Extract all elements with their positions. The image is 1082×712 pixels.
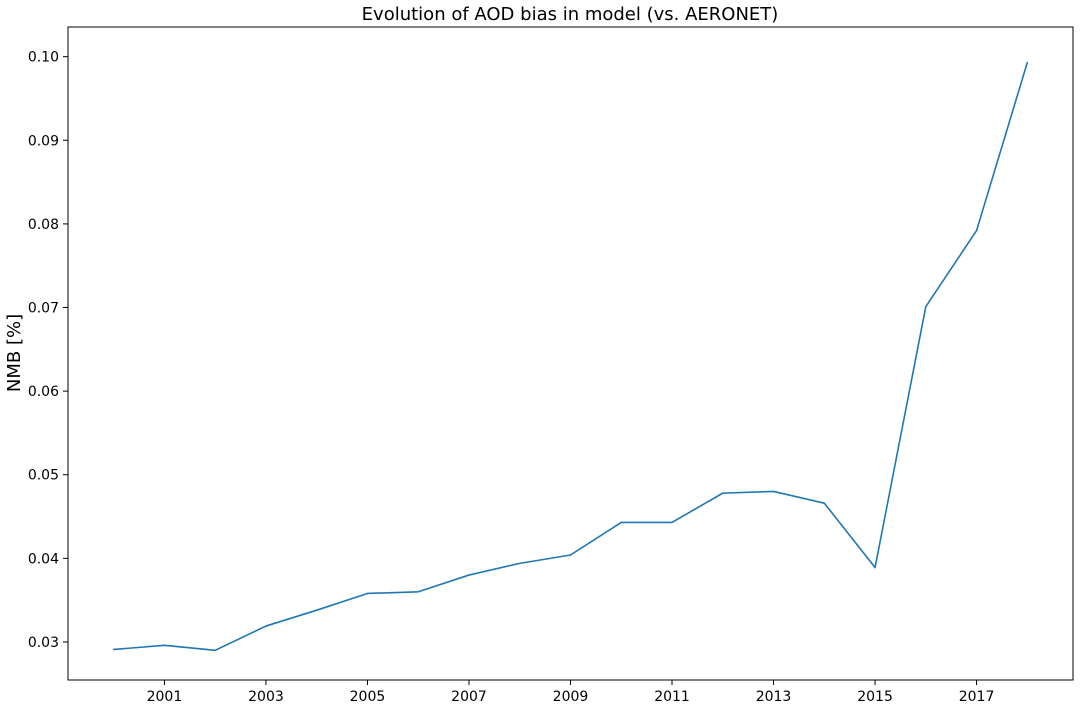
x-tick-label: 2007 bbox=[451, 689, 487, 705]
x-tick-label: 2015 bbox=[857, 689, 893, 705]
data-point bbox=[417, 590, 420, 593]
data-point bbox=[721, 492, 724, 494]
y-tick-label: 0.07 bbox=[28, 301, 59, 317]
x-tick-label: 2017 bbox=[959, 689, 995, 705]
data-point bbox=[163, 644, 166, 647]
y-tick-label: 0.08 bbox=[28, 217, 59, 233]
x-tick-label: 2011 bbox=[654, 689, 690, 705]
x-tick-label: 2009 bbox=[553, 689, 589, 705]
data-point bbox=[620, 521, 623, 524]
y-tick-label: 0.09 bbox=[28, 133, 59, 149]
y-tick-label: 0.04 bbox=[28, 551, 59, 567]
y-tick-label: 0.06 bbox=[28, 384, 59, 400]
data-point bbox=[874, 566, 876, 569]
x-tick-label: 2003 bbox=[248, 689, 284, 705]
data-point bbox=[468, 574, 470, 576]
chart-title: Evolution of AOD bias in model (vs. AERO… bbox=[362, 4, 779, 25]
series-line-0 bbox=[113, 62, 1029, 652]
data-point bbox=[214, 649, 216, 652]
y-axis-label: NMB [%] bbox=[4, 314, 25, 392]
x-axis: 2001 2003 2005 2007 2009 2011 2013 2015 2017 bbox=[147, 680, 995, 705]
data-point bbox=[671, 521, 673, 524]
plot-frame bbox=[67, 26, 1074, 681]
x-tick-label: 2001 bbox=[147, 689, 183, 705]
y-axis: 0.03 0.04 0.05 0.06 0.07 0.08 0.09 0.10 bbox=[28, 50, 68, 651]
y-tick-label: 0.10 bbox=[28, 50, 59, 66]
data-point bbox=[975, 229, 978, 232]
data-point bbox=[315, 609, 318, 611]
data-point bbox=[772, 490, 775, 493]
data-point bbox=[265, 625, 267, 627]
x-tick-label: 2013 bbox=[756, 689, 792, 705]
data-point bbox=[518, 562, 521, 565]
data-point bbox=[569, 554, 572, 556]
y-tick-label: 0.03 bbox=[28, 635, 59, 651]
data-point bbox=[366, 592, 369, 595]
data-point bbox=[1026, 61, 1029, 64]
data-point bbox=[925, 305, 927, 308]
x-tick-label: 2005 bbox=[350, 689, 386, 705]
series-layer bbox=[112, 61, 1029, 652]
data-point bbox=[823, 502, 826, 504]
data-point bbox=[112, 648, 115, 651]
y-tick-label: 0.05 bbox=[28, 468, 59, 484]
